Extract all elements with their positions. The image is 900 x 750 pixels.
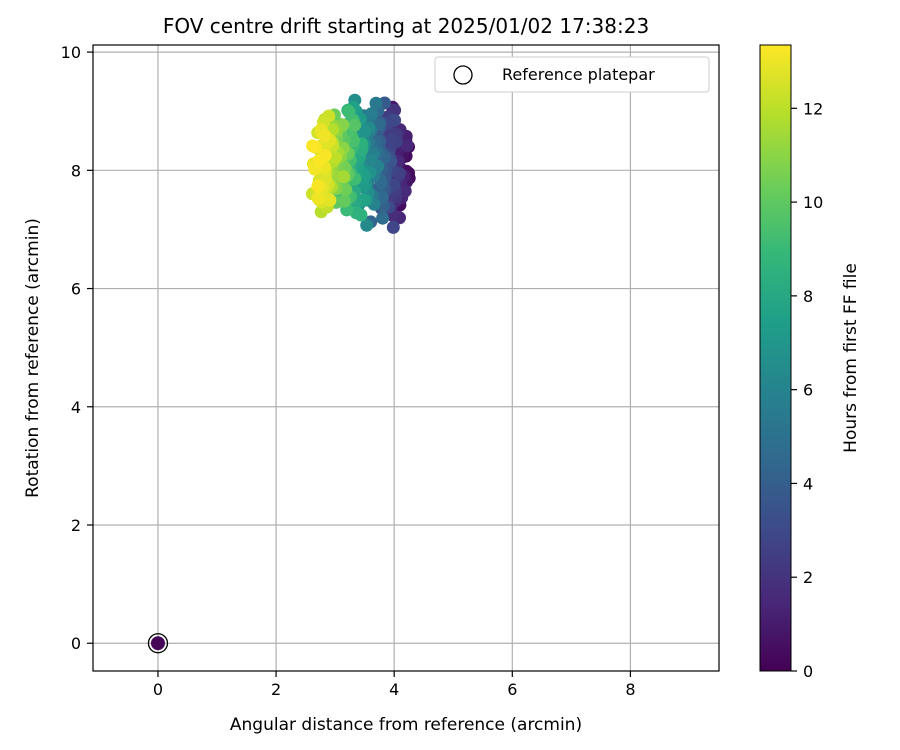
data-point xyxy=(337,194,351,208)
colorbar-label: Hours from first FF file xyxy=(841,263,861,453)
colorbar-tick-label: 12 xyxy=(803,99,823,118)
y-tick-label: 8 xyxy=(71,161,81,180)
data-point xyxy=(384,133,397,147)
data-point xyxy=(348,118,362,132)
x-tick-label: 2 xyxy=(271,680,281,699)
x-tick-label: 4 xyxy=(389,680,399,699)
legend-box xyxy=(434,56,710,93)
data-point xyxy=(357,179,371,193)
data-point xyxy=(364,107,378,121)
data-point xyxy=(312,192,325,206)
y-tick-label: 0 xyxy=(71,634,81,653)
data-point xyxy=(386,220,400,234)
y-tick-label: 2 xyxy=(71,516,81,535)
colorbar-tick-label: 0 xyxy=(803,662,813,681)
y-tick-label: 10 xyxy=(61,43,81,62)
data-point xyxy=(398,184,412,198)
reference-marker-group xyxy=(147,633,169,654)
y-axis-label: Rotation from reference (arcmin) xyxy=(23,218,43,498)
y-tick-label: 4 xyxy=(71,398,81,417)
data-point xyxy=(306,139,320,153)
colorbar-tick-label: 8 xyxy=(803,287,813,306)
data-point xyxy=(339,183,353,196)
reference-point xyxy=(150,636,165,651)
data-point xyxy=(388,113,402,127)
plot-frame xyxy=(92,44,720,672)
colorbar xyxy=(759,44,792,672)
data-point xyxy=(318,129,332,143)
colorbar-tick-label: 10 xyxy=(803,193,823,212)
data-point xyxy=(312,153,326,167)
data-point xyxy=(369,96,383,110)
data-point xyxy=(346,134,360,148)
colorbar-tick-label: 2 xyxy=(803,568,813,587)
reference-ring xyxy=(147,633,169,654)
data-point xyxy=(400,139,414,153)
colorbar-tick-label: 4 xyxy=(803,474,813,493)
colorbar-tick-label: 6 xyxy=(803,381,813,400)
y-tick-label: 6 xyxy=(71,280,81,299)
data-points xyxy=(305,93,416,234)
data-point xyxy=(337,170,350,184)
data-point xyxy=(376,211,390,225)
x-tick-label: 8 xyxy=(625,680,635,699)
x-axis-ticks: 0 2 4 6 8 xyxy=(153,671,636,699)
data-point xyxy=(311,179,325,193)
legend: Reference platepar xyxy=(434,56,710,93)
data-point xyxy=(323,193,337,207)
data-point xyxy=(329,151,342,165)
data-point xyxy=(360,218,374,232)
data-point xyxy=(358,125,372,139)
colorbar-ticks: 0 2 4 6 8 10 12 xyxy=(791,99,823,681)
legend-marker xyxy=(453,65,473,85)
x-axis-label: Angular distance from reference (arcmin) xyxy=(230,715,582,735)
legend-label: Reference platepar xyxy=(502,65,655,84)
x-tick-label: 6 xyxy=(507,680,517,699)
y-axis-ticks: 0 2 4 6 8 10 xyxy=(61,43,93,653)
x-tick-label: 0 xyxy=(153,680,163,699)
chart-title: FOV centre drift starting at 2025/01/02 … xyxy=(163,14,649,38)
